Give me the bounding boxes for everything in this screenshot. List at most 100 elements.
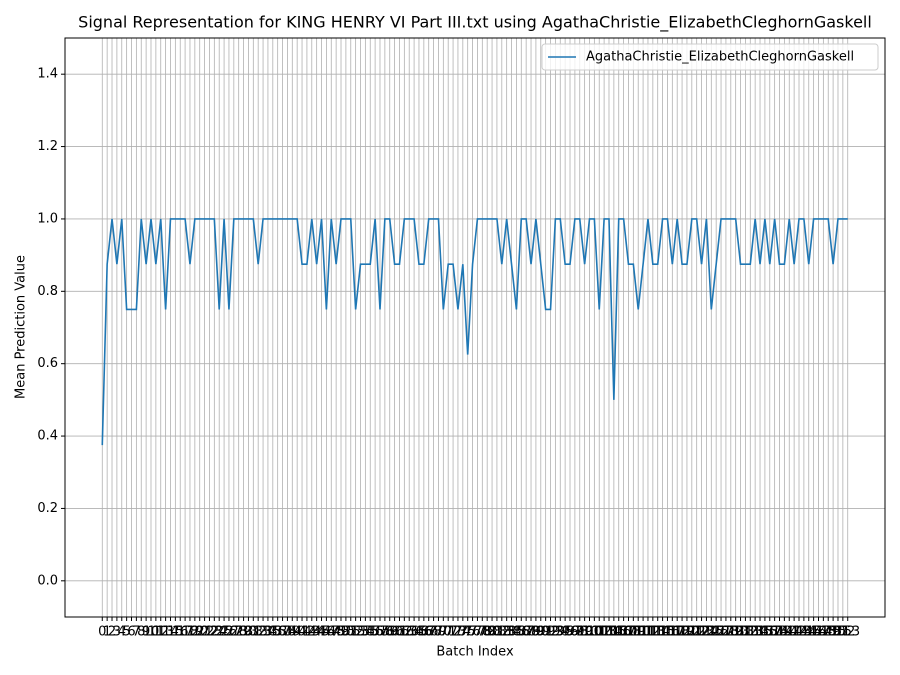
x-tick-label: 145 [796,625,821,640]
x-tick-label: 26 [221,625,238,640]
x-tick-label: 53 [352,625,369,640]
x-tick-label: 72 [445,625,462,640]
x-tick-label: 1 [103,625,111,640]
x-tick-label: 90 [533,625,550,640]
x-tick-label: 34 [260,625,277,640]
x-tick-label: 114 [645,625,670,640]
x-tick-label: 49 [333,625,350,640]
x-tick-label: 75 [459,625,476,640]
x-tick-label: 106 [606,625,631,640]
x-tick-label: 116 [655,625,680,640]
x-tick-label: 28 [230,625,247,640]
x-tick-label: 40 [289,625,306,640]
x-tick-label: 7 [132,625,140,640]
x-tick-label: 0 [98,625,106,640]
x-tick-label: 25 [216,625,233,640]
x-tick-label: 136 [752,625,777,640]
x-tick-label: 152 [830,625,855,640]
x-tick-label: 4 [118,625,126,640]
y-tick-label: 1.2 [37,139,58,154]
x-tick-label: 60 [386,625,403,640]
x-tick-label: 39 [284,625,301,640]
x-tick-label: 65 [411,625,428,640]
x-tick-label: 126 [704,625,729,640]
x-tick-label: 82 [494,625,511,640]
x-tick-label: 21 [196,625,213,640]
x-tick-label: 119 [670,625,695,640]
x-tick-label: 37 [274,625,291,640]
x-tick-label: 81 [489,625,506,640]
plot-frame [64,37,886,618]
x-tick-label: 13 [157,625,174,640]
x-tick-label: 127 [709,625,734,640]
x-tick-label: 138 [762,625,787,640]
x-tick-label: 19 [187,625,204,640]
x-tick-label: 131 [728,625,753,640]
x-axis-label: Batch Index [436,645,514,660]
x-tick-label: 2 [108,625,116,640]
x-tick-label: 8 [137,625,145,640]
x-tick-label: 80 [484,625,501,640]
x-tick-label: 10 [143,625,160,640]
x-tick-label: 134 [743,625,768,640]
x-tick-label: 22 [201,625,218,640]
x-tick-label: 98 [571,625,588,640]
x-tick-label: 52 [347,625,364,640]
x-tick-label: 67 [420,625,437,640]
x-tick-label: 85 [508,625,525,640]
legend-label: AgathaChristie_ElizabethCleghornGaskell [586,50,854,65]
y-axis-label: Mean Prediction Value [14,255,29,399]
x-tick-label: 128 [714,625,739,640]
x-tick-label: 71 [440,625,457,640]
x-tick-label: 108 [616,625,641,640]
x-tick-label: 46 [318,625,335,640]
x-tick-label: 45 [313,625,330,640]
x-tick-label: 73 [450,625,467,640]
x-tick-label: 63 [401,625,418,640]
x-tick-label: 6 [127,625,135,640]
y-tick-label: 0.0 [37,573,58,588]
x-tick-label: 41 [294,625,311,640]
x-tick-label: 77 [469,625,486,640]
x-tick-label: 107 [611,625,636,640]
x-tick-label: 43 [304,625,321,640]
x-tick-label: 66 [416,625,433,640]
x-tick-label: 42 [299,625,316,640]
y-tick-label: 1.0 [37,211,58,226]
x-tick-label: 144 [791,625,816,640]
x-tick-label: 133 [738,625,763,640]
x-tick-label: 100 [577,625,602,640]
x-tick-label: 61 [391,625,408,640]
y-tick-label: 1.4 [37,67,58,82]
x-tick-label: 148 [811,625,836,640]
x-tick-label: 132 [733,625,758,640]
x-tick-label: 24 [211,625,228,640]
x-tick-label: 117 [660,625,685,640]
x-tick-label: 20 [191,625,208,640]
x-tick-label: 78 [474,625,491,640]
x-tick-label: 27 [226,625,243,640]
x-tick-label: 50 [338,625,355,640]
x-tick-label: 124 [694,625,719,640]
x-tick-label: 76 [464,625,481,640]
x-tick-label: 3 [113,625,121,640]
x-tick-label: 140 [772,625,797,640]
x-tick-label: 69 [430,625,447,640]
x-tick-label: 17 [177,625,194,640]
x-tick-label: 112 [636,625,661,640]
x-tick-label: 129 [718,625,743,640]
x-tick-label: 86 [513,625,530,640]
x-tick-label: 146 [801,625,826,640]
x-tick-label: 151 [826,625,851,640]
x-tick-label: 32 [250,625,267,640]
x-tick-label: 55 [362,625,379,640]
x-tick-label: 94 [552,625,569,640]
x-tick-label: 150 [821,625,846,640]
x-tick-label: 118 [665,625,690,640]
data-line [101,218,848,446]
x-tick-label: 59 [381,625,398,640]
x-tick-label: 137 [757,625,782,640]
x-tick-label: 14 [162,625,179,640]
x-tick-label: 89 [528,625,545,640]
x-tick-label: 84 [503,625,520,640]
